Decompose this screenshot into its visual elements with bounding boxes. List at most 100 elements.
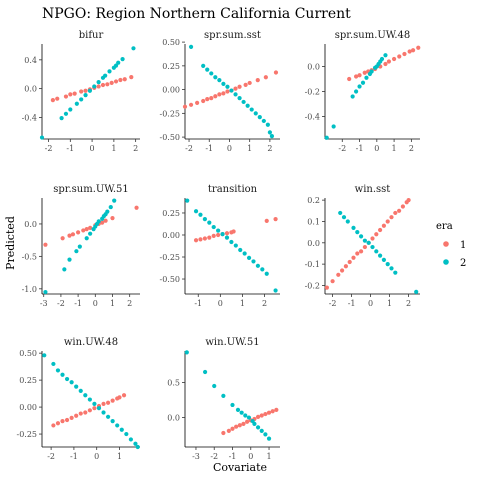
data-point [274,408,278,412]
data-point [325,136,329,140]
data-point [92,406,96,410]
data-point [370,236,374,240]
data-point [68,92,72,96]
data-point [411,48,415,52]
data-point [274,70,278,74]
data-point [97,406,101,410]
series-era-2 [325,53,388,140]
x-tick-label: -2 [57,299,65,308]
series-era-2 [189,45,274,138]
data-point [247,256,251,260]
y-tick-label: 0.0 [307,239,320,248]
data-point [230,427,234,431]
data-point [244,83,248,87]
data-point [370,69,374,73]
series-era-2 [42,353,140,449]
data-point [273,288,277,292]
data-point [116,61,120,65]
data-point [238,423,242,427]
data-point [40,135,44,139]
x-tick-label: 1 [392,144,397,153]
x-tick-label: -3 [192,452,200,461]
data-point [336,273,340,277]
data-point [42,353,46,357]
y-tick-label: -0.25 [159,109,180,118]
data-point [118,78,122,82]
x-tick-label: 0 [94,452,99,461]
panel-bifur: bifur-2 -1 0 1 2-0.40.00.4 [22,30,140,153]
data-point [122,393,126,397]
data-point [351,256,355,260]
data-point [67,258,71,262]
panel-spr.sum.UW.48: spr.sum.UW.48-2 -1 0 1 2-0.4-0.20.0 [305,30,421,153]
data-point [217,78,221,82]
data-point [382,258,386,262]
y-tick-label: -0.25 [16,430,37,439]
series-era-1 [51,75,134,102]
data-point [79,411,83,415]
data-point [230,403,234,407]
data-point [101,83,105,87]
data-point [120,428,124,432]
data-point [79,89,83,93]
x-tick-label: -2 [185,144,193,153]
data-point [250,107,254,111]
x-tick-label: 2 [409,144,414,153]
data-point [227,429,231,433]
data-point [92,84,96,88]
data-point [260,413,264,417]
data-point [136,445,140,449]
x-tick-label: 0 [374,144,379,153]
data-point [393,271,397,275]
data-point [107,69,111,73]
x-tick-label: 2 [406,299,411,308]
x-tick-label: 2 [127,299,132,308]
data-point [101,410,105,414]
data-point [56,368,60,372]
data-point [229,240,233,244]
data-point [266,123,270,127]
series-era-1 [347,46,420,81]
y-tick-label: -0.2 [305,281,320,290]
data-point [241,422,245,426]
data-point [106,401,110,405]
data-point [364,76,368,80]
data-point [229,88,233,92]
data-point [213,94,217,98]
data-point [83,89,87,93]
data-point [43,290,47,294]
data-point [351,226,355,230]
data-point [60,419,64,423]
data-point [209,96,213,100]
data-point [247,415,251,419]
data-point [60,373,64,377]
x-tick-label: -2 [47,452,55,461]
data-point [407,198,411,202]
panel-win.UW.51: win.UW.51-3 -2 -1 0 10.00.5 [167,337,280,461]
data-point [378,228,382,232]
data-point [51,362,55,366]
data-point [354,89,358,93]
data-point [225,89,229,93]
panel-transition: transition -1 0 1 2 -0.50 -0.25 0.00 0.25 [159,184,280,308]
y-tick-label: 0.00 [19,403,37,412]
data-point [83,393,87,397]
data-point [205,68,209,72]
y-tick-label: 0.25 [162,209,180,218]
data-point [256,425,260,429]
data-point [129,75,133,79]
data-point [74,384,78,388]
y-tick-label: -0.2 [305,88,320,97]
series-era-2 [185,199,278,293]
panel-strip-label: win.UW.51 [205,337,259,348]
y-tick-label: 0.0 [307,63,320,72]
data-point [209,71,213,75]
y-tick-label: 0.0 [167,414,180,423]
y-tick-label: -0.4 [305,113,320,122]
data-point [221,82,225,86]
x-tick-label: 1 [387,299,392,308]
data-point [342,215,346,219]
data-point [380,57,384,61]
data-point [74,414,78,418]
